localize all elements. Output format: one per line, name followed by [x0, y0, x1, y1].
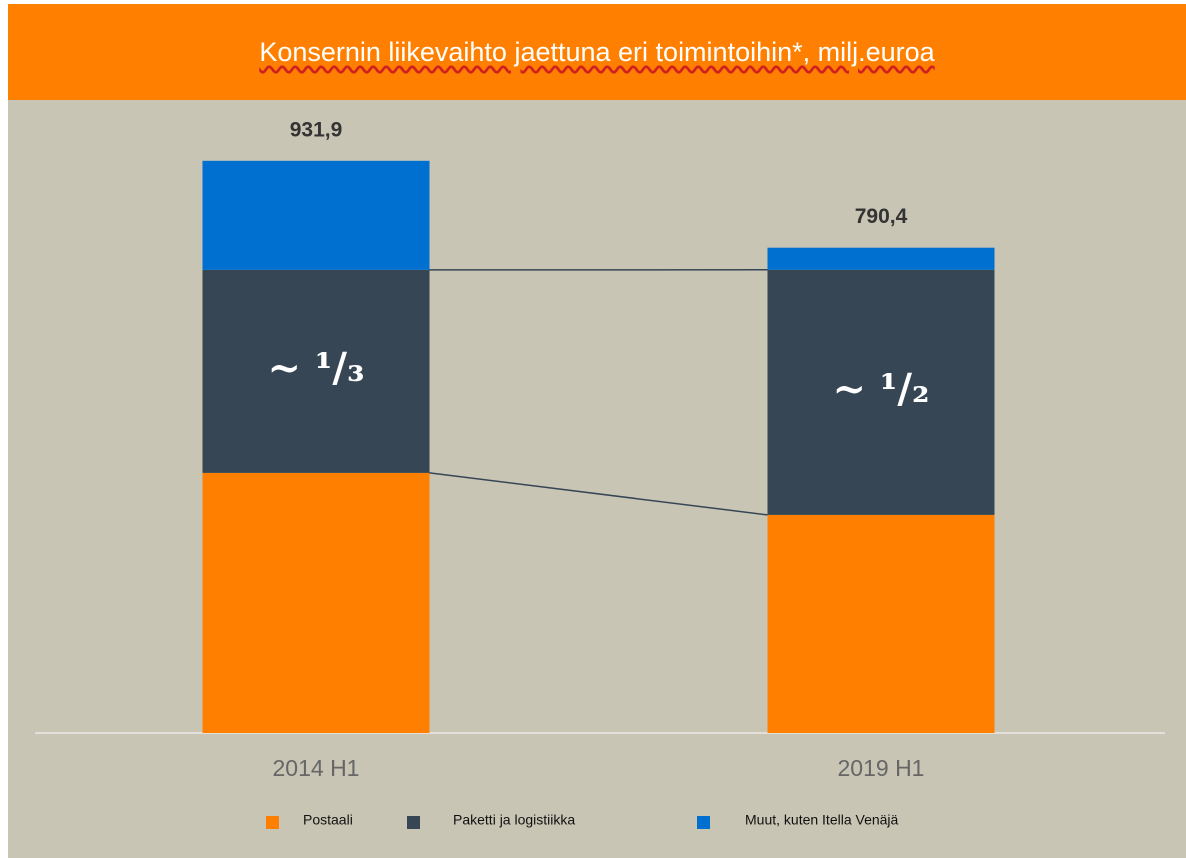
chart: 931,9 2014 H1 ~ ¹/₃ 790,4 2019 H1 ~ ¹/₂ Postaa…: [8, 100, 1186, 858]
legend-swatch: [407, 816, 420, 829]
title-banner: Konsernin liikevaihto jaettuna eri toimi…: [8, 4, 1186, 100]
annotation: ~ ¹/₂: [832, 365, 929, 412]
legend-label: Muut, kuten Itella Venäjä: [745, 812, 899, 828]
x-tick-label: 2019 H1: [838, 755, 925, 781]
legend-label: Postaali: [303, 812, 353, 828]
bar-segment: [767, 247, 995, 270]
bar-segment: [767, 514, 995, 733]
plot-background: [8, 100, 1186, 858]
total-label: 790,4: [855, 205, 908, 228]
bar-segment: [202, 269, 430, 473]
legend-label: Paketti ja logistiikka: [453, 812, 575, 828]
connector: [429, 472, 768, 516]
bar-segment: [202, 160, 430, 270]
chart-title: Konsernin liikevaihto jaettuna eri toimi…: [259, 36, 935, 67]
total-label: 931,9: [290, 118, 343, 141]
legend-swatch: [697, 816, 710, 829]
x-tick-label: 2014 H1: [273, 755, 360, 781]
legend-swatch: [266, 816, 279, 829]
bar-segment: [767, 269, 995, 515]
bar-segment: [202, 472, 430, 733]
annotation: ~ ¹/₃: [267, 344, 364, 391]
